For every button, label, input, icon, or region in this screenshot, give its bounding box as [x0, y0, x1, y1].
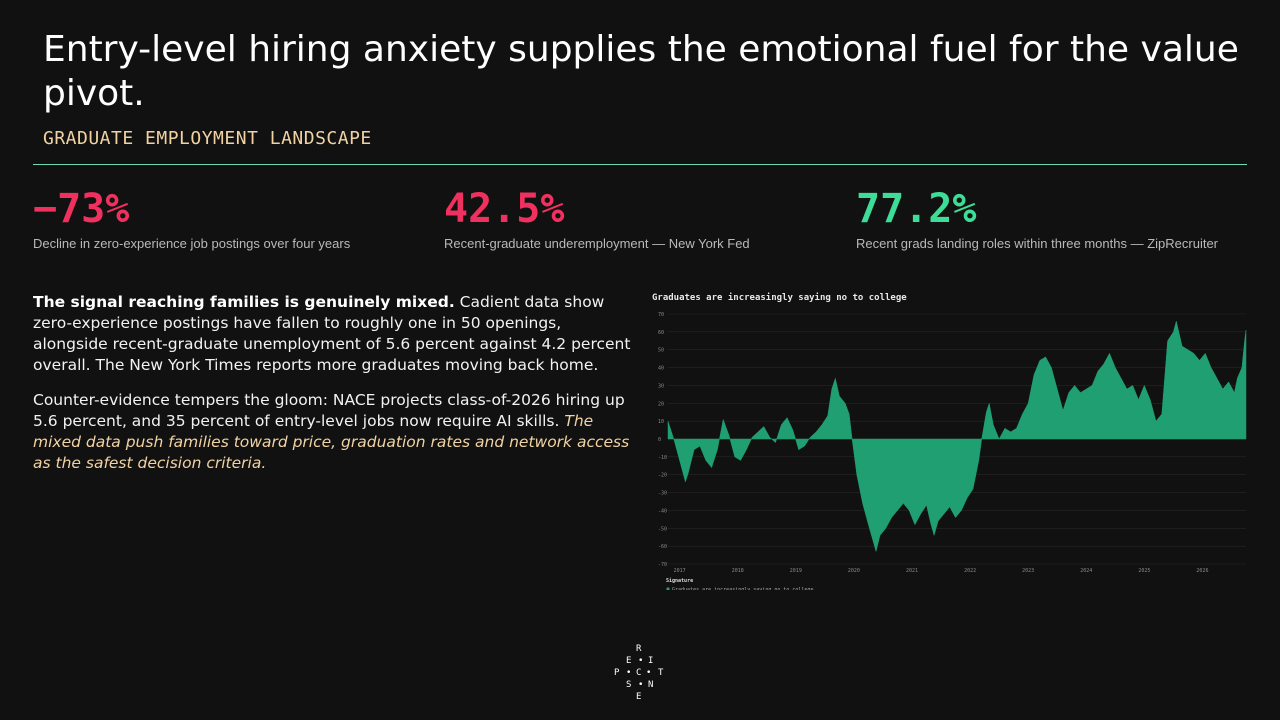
y-tick-label: 50: [658, 348, 664, 354]
section-label: GRADUATE EMPLOYMENT LANDSCAPE: [43, 128, 372, 149]
chart-title: Graduates are increasingly saying no to …: [652, 293, 907, 303]
y-tick-label: -40: [658, 508, 667, 514]
paragraph-mixed-signal: The signal reaching families is genuinel…: [33, 292, 633, 376]
paragraph-text: Counter-evidence tempers the gloom: NACE…: [33, 391, 625, 430]
paragraph-accent: The mixed data push families toward pric…: [33, 412, 630, 472]
logo-letter: C: [636, 668, 642, 678]
y-tick-label: 20: [658, 401, 664, 407]
x-tick-label: 2019: [790, 568, 802, 574]
chart-container: Graduates are increasingly saying no to …: [650, 290, 1250, 593]
section-divider: [33, 164, 1247, 165]
stat-label: Recent grads landing roles within three …: [856, 236, 1219, 251]
legend-title: Signature: [666, 578, 693, 584]
logo-letter: R: [636, 644, 642, 654]
logo-letter: E: [626, 656, 632, 666]
stat-roles-within-three-months: 77.2% Recent grads landing roles within …: [856, 186, 1218, 251]
x-tick-label: 2018: [732, 568, 744, 574]
logo-letter: S: [626, 680, 632, 690]
logo-letter: P: [614, 668, 620, 678]
x-tick-label: 2017: [674, 568, 686, 574]
legend-swatch: [666, 587, 670, 591]
paragraph-counter-evidence: Counter-evidence tempers the gloom: NACE…: [33, 390, 633, 474]
logo-letter: E: [636, 692, 642, 702]
logo-letter: I: [648, 656, 654, 666]
stat-label: Recent-graduate underemployment — New Yo…: [444, 236, 750, 251]
y-tick-label: 30: [658, 383, 664, 389]
stat-value: 42.5%: [444, 186, 565, 232]
y-tick-label: -60: [658, 544, 667, 550]
x-tick-label: 2023: [1022, 568, 1034, 574]
y-tick-label: 60: [658, 330, 664, 336]
stat-label: Decline in zero-experience job postings …: [33, 236, 351, 251]
logo-dot: •: [638, 656, 644, 666]
stat-value: 77.2%: [856, 186, 977, 232]
x-tick-label: 2024: [1080, 568, 1092, 574]
stat-zero-experience-decline: −73% Decline in zero-experience job post…: [33, 186, 350, 251]
logo-letter: T: [658, 668, 664, 678]
x-tick-label: 2020: [848, 568, 860, 574]
y-tick-label: 10: [658, 419, 664, 425]
logo-letter: N: [648, 680, 654, 690]
y-tick-label: -50: [658, 526, 667, 532]
logo-dot: •: [626, 668, 632, 678]
logo-dot: •: [646, 668, 652, 678]
x-tick-label: 2026: [1196, 568, 1208, 574]
y-tick-label: -10: [658, 455, 667, 461]
y-tick-label: 40: [658, 366, 664, 372]
slide-title: Entry-level hiring anxiety supplies the …: [43, 29, 1239, 114]
body-copy: The signal reaching families is genuinel…: [33, 292, 633, 488]
y-tick-label: 70: [658, 312, 664, 318]
y-tick-label: -70: [658, 562, 667, 568]
stat-value: −73%: [33, 186, 130, 232]
y-tick-label: -30: [658, 491, 667, 497]
brand-logo: R E • I P • C • T S • N E: [608, 644, 672, 704]
y-tick-label: 0: [658, 437, 661, 443]
stat-underemployment: 42.5% Recent-graduate underemployment — …: [444, 186, 750, 251]
paragraph-text: Cadient data show zero-experience postin…: [33, 293, 631, 374]
x-tick-label: 2025: [1138, 568, 1150, 574]
logo-dot: •: [638, 680, 644, 690]
legend-label: Graduates are increasingly saying no to …: [672, 587, 813, 590]
x-tick-label: 2022: [964, 568, 976, 574]
y-tick-label: -20: [658, 473, 667, 479]
area-chart: 70 60 50 40 30 20 10 0 -10 -20 -30 -40 -50 -60 -70 2017…: [658, 312, 1247, 593]
series-area: [667, 321, 1247, 553]
x-tick-label: 2021: [906, 568, 918, 574]
paragraph-lead: The signal reaching families is genuinel…: [33, 293, 455, 311]
